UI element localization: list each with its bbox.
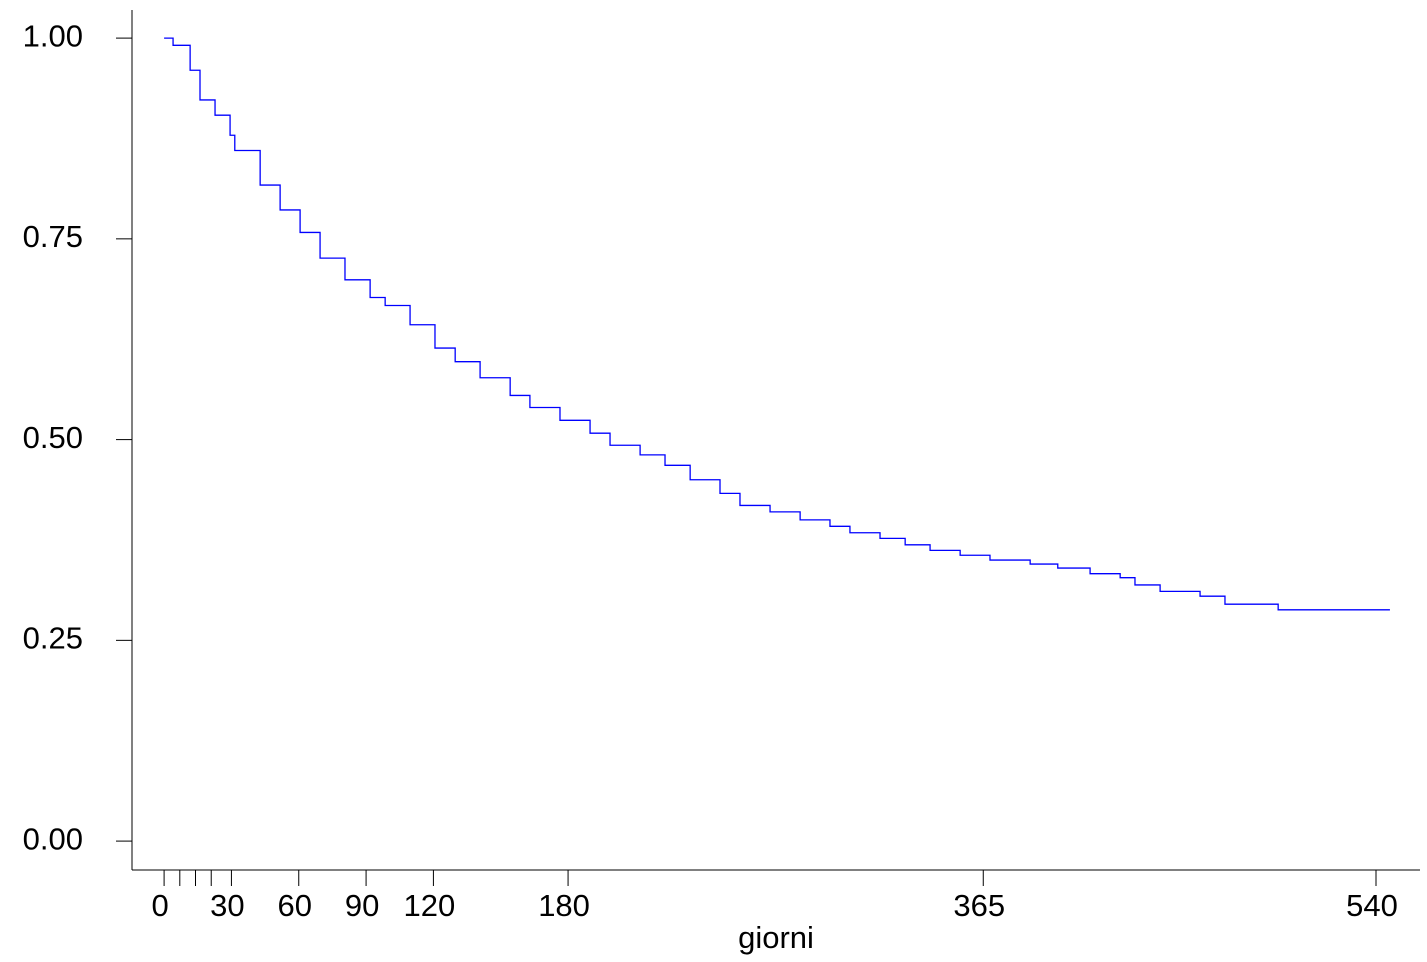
y-tick-label: 1.00 — [23, 18, 83, 53]
x-axis-label: giorni — [738, 920, 814, 955]
y-tick-label: 0.50 — [23, 420, 83, 455]
x-tick-label: 30 — [210, 888, 244, 923]
survival-line — [164, 37, 1390, 611]
y-tick-label: 0.25 — [23, 621, 83, 656]
y-tick-label: 0.00 — [23, 821, 83, 856]
x-tick-label: 60 — [278, 888, 312, 923]
x-tick-label: 540 — [1346, 888, 1398, 923]
x-tick-label: 90 — [345, 888, 379, 923]
y-tick-label: 0.75 — [23, 219, 83, 254]
x-tick-label: 365 — [953, 888, 1005, 923]
x-tick-label: 180 — [538, 888, 590, 923]
x-tick-label: 120 — [404, 888, 456, 923]
x-tick-label: 0 — [151, 888, 168, 923]
